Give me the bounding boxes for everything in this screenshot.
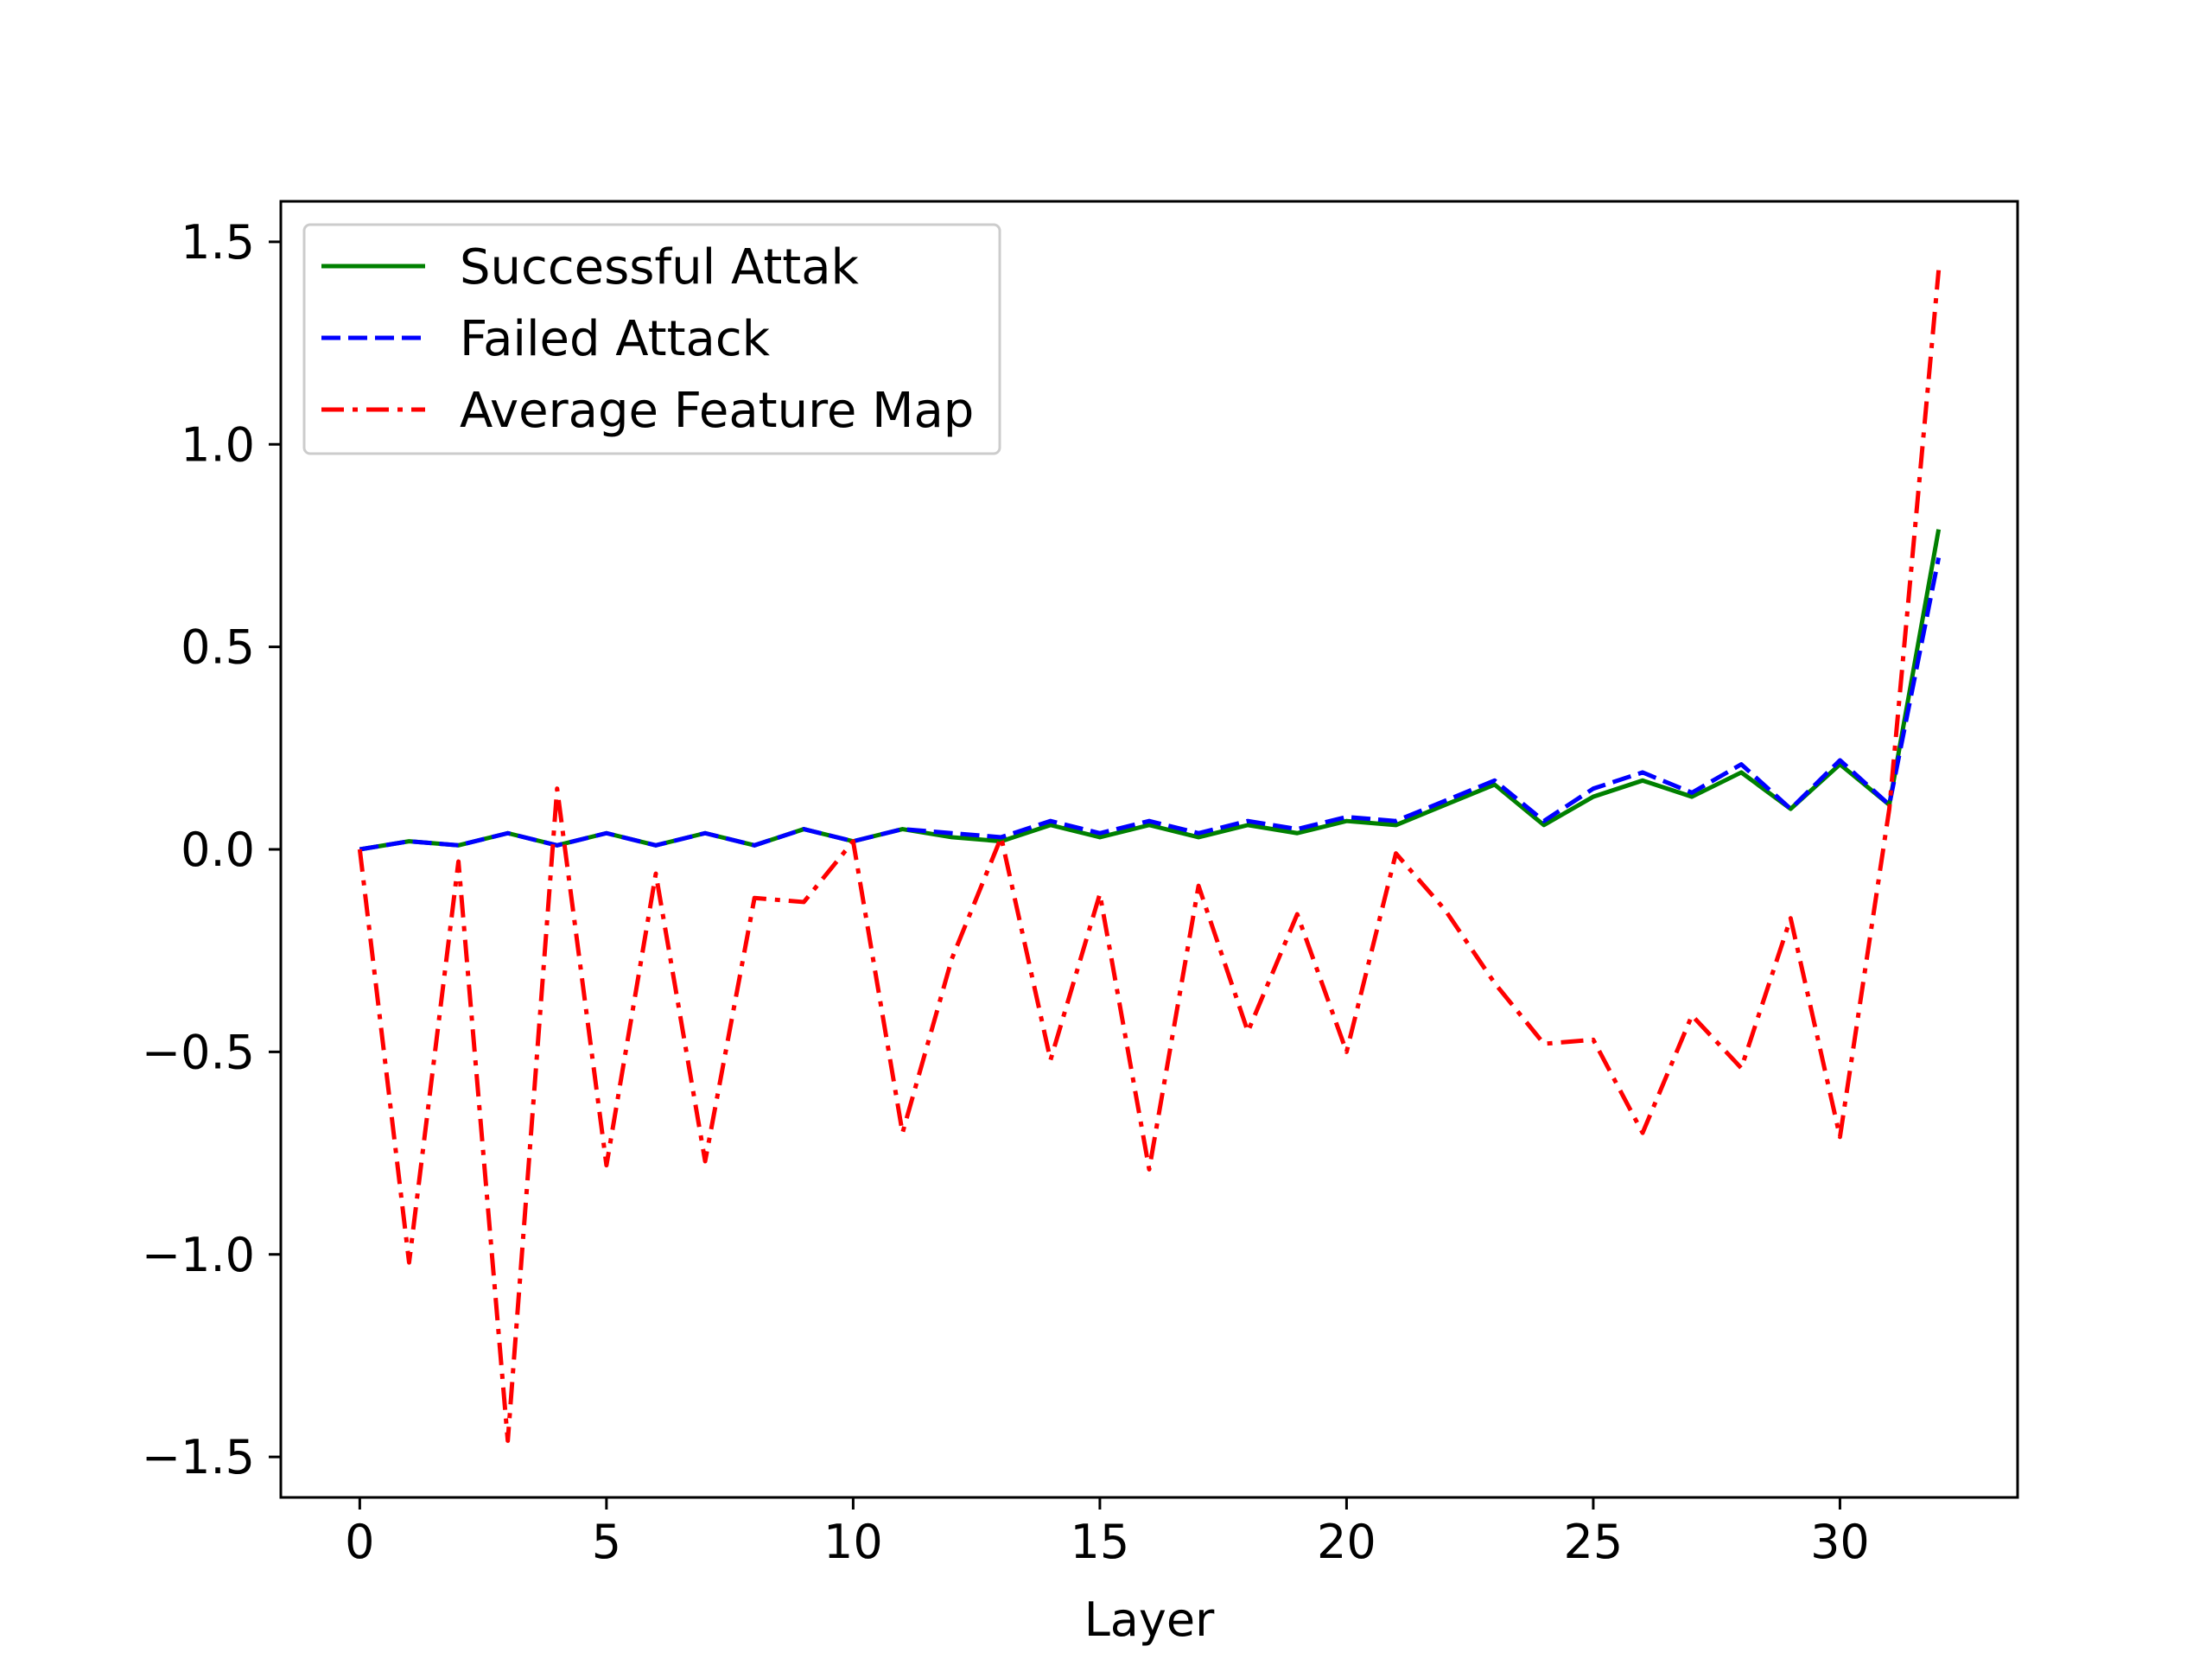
x-tick-label: 10 (823, 1515, 883, 1569)
x-tick-label: 30 (1810, 1515, 1870, 1569)
y-tick-label: 1.0 (181, 417, 255, 472)
y-tick-label: 0.0 (181, 823, 255, 877)
legend-box (302, 223, 1001, 455)
legend: Successful Attak Failed Attack Average Fea… (302, 223, 1001, 455)
series-line-2 (359, 557, 1942, 852)
x-tick-label: 5 (592, 1515, 621, 1569)
legend-label: Failed Attack (460, 311, 771, 367)
legend-label: Average Feature Map (460, 383, 974, 439)
series-line-3 (357, 270, 1942, 1443)
x-tick-label: 20 (1317, 1515, 1376, 1569)
series-layer (357, 270, 1942, 1443)
x-axis: 0 5 10 15 20 25 30 (345, 1497, 1870, 1569)
x-tick-label: 0 (345, 1515, 374, 1569)
x-axis-label: Layer (1084, 1592, 1215, 1647)
y-tick-label: 0.5 (181, 620, 255, 675)
y-axis: −1.5 −1.0 −0.5 0.0 0.5 1.0 1.5 (142, 215, 281, 1484)
y-tick-label: −1.0 (142, 1228, 255, 1282)
legend-label: Successful Attak (460, 239, 860, 296)
x-tick-label: 25 (1564, 1515, 1624, 1569)
y-tick-label: −1.5 (142, 1430, 255, 1484)
x-tick-label: 15 (1071, 1515, 1130, 1569)
y-tick-label: −0.5 (142, 1025, 255, 1079)
y-tick-label: 1.5 (181, 215, 255, 270)
